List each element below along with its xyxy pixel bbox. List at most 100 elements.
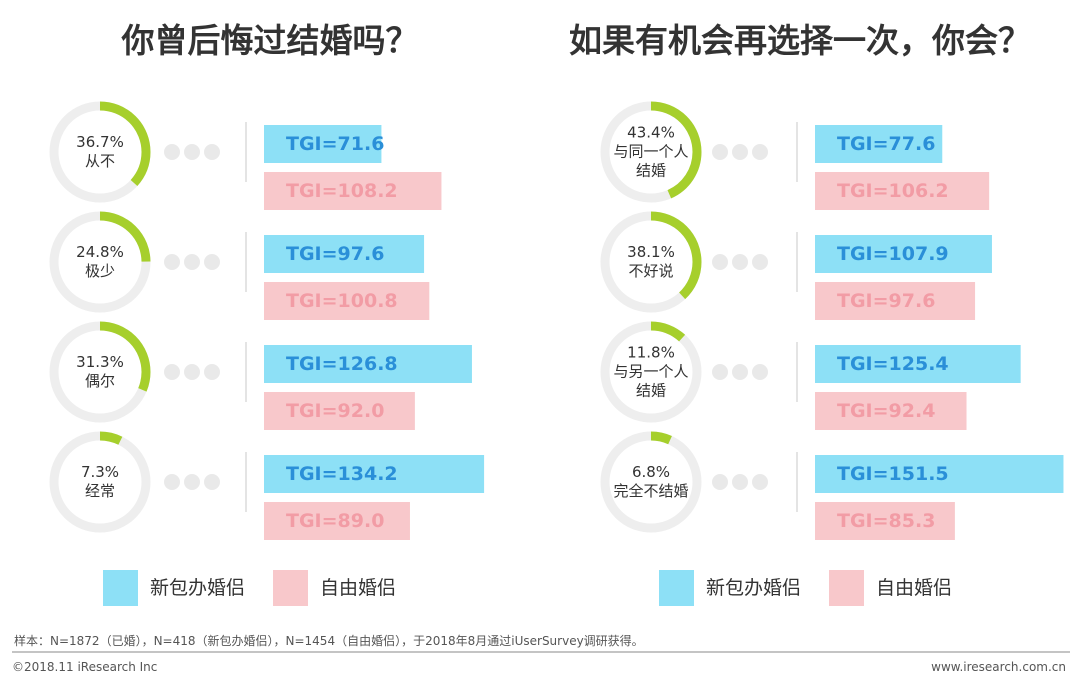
- share-label: 6.8%: [631, 463, 671, 481]
- dot: [204, 144, 220, 160]
- bar: [815, 235, 992, 273]
- bar: [815, 455, 1064, 493]
- donut-arc: [600, 101, 702, 203]
- dot: [184, 144, 200, 160]
- bar: [815, 502, 955, 540]
- share-label: 36.7%: [76, 133, 124, 151]
- bar: [264, 392, 415, 430]
- bar: [815, 172, 990, 210]
- bar: [264, 235, 425, 273]
- category-label: 从不: [84, 152, 115, 170]
- category-label: 与另一个人结婚: [613, 362, 689, 400]
- dot: [732, 474, 748, 490]
- legend-swatch: [829, 570, 864, 606]
- bar-label: TGI=107.9: [837, 243, 949, 265]
- dot: [732, 254, 748, 270]
- category-label: 不好说: [628, 262, 674, 280]
- bar: [815, 125, 943, 163]
- dot: [752, 364, 768, 380]
- bar-label: TGI=92.4: [837, 400, 936, 422]
- donut-text: 36.7% 从不: [60, 133, 140, 171]
- share-label: 11.8%: [627, 343, 675, 362]
- donut-arc: [600, 431, 702, 533]
- legend-label: 新包办婚侣: [150, 577, 246, 599]
- category-label: 极少: [84, 262, 115, 280]
- bar: [815, 282, 976, 320]
- dot: [752, 474, 768, 490]
- bar-label: TGI=85.3: [837, 510, 936, 532]
- share-label: 7.3%: [80, 463, 120, 481]
- bar-label: TGI=97.6: [286, 243, 385, 265]
- footnote: 样本：N=1872（已婚），N=418（新包办婚侣），N=1454（自由婚侣），…: [14, 634, 644, 648]
- category-label: 与同一个人结婚: [613, 142, 689, 180]
- dot: [164, 254, 180, 270]
- share-label: 31.3%: [76, 353, 124, 371]
- donut-arc: [49, 211, 151, 313]
- bar-label: TGI=100.8: [286, 290, 398, 312]
- legend-swatch: [273, 570, 308, 606]
- chart-title: 你曾后悔过结婚吗？: [121, 21, 419, 60]
- category-label: 偶尔: [84, 372, 115, 390]
- bar: [264, 172, 442, 210]
- dot: [752, 254, 768, 270]
- share-label: 38.1%: [627, 243, 675, 261]
- bar-label: TGI=97.6: [837, 290, 936, 312]
- donut-arc: [49, 101, 151, 203]
- website: www.iresearch.com.cn: [931, 660, 1066, 674]
- dot: [184, 474, 200, 490]
- bar-label: TGI=71.6: [286, 133, 385, 155]
- category-label: 完全不结婚: [613, 482, 689, 500]
- dot: [204, 364, 220, 380]
- donut-text: 11.8% 与另一个人结婚: [611, 344, 691, 401]
- bar-label: TGI=134.2: [286, 463, 398, 485]
- bar-label: TGI=77.6: [837, 133, 936, 155]
- bar: [264, 345, 472, 383]
- donut-arc: [600, 321, 702, 423]
- donut-text: 31.3% 偶尔: [60, 353, 140, 391]
- bar-label: TGI=106.2: [837, 180, 949, 202]
- bar: [815, 392, 967, 430]
- donut-text: 43.4% 与同一个人结婚: [611, 124, 691, 181]
- dot: [732, 144, 748, 160]
- dot: [184, 254, 200, 270]
- dot: [712, 254, 728, 270]
- bar: [815, 345, 1021, 383]
- dot: [752, 144, 768, 160]
- dot: [164, 144, 180, 160]
- share-label: 43.4%: [627, 123, 675, 142]
- bar-label: TGI=125.4: [837, 353, 949, 375]
- chart-title: 如果有机会再选择一次，你会？: [569, 21, 1031, 60]
- donut-arc: [49, 321, 151, 423]
- dot: [712, 474, 728, 490]
- donut-arc: [49, 431, 151, 533]
- donut-arc: [600, 211, 702, 313]
- dot: [164, 474, 180, 490]
- legend-label: 新包办婚侣: [706, 577, 802, 599]
- bar-label: TGI=126.8: [286, 353, 398, 375]
- dot: [204, 474, 220, 490]
- bar-label: TGI=92.0: [286, 400, 385, 422]
- donut-text: 6.8% 完全不结婚: [611, 463, 691, 501]
- legend-swatch: [103, 570, 138, 606]
- category-label: 经常: [84, 482, 115, 500]
- bar: [264, 502, 410, 540]
- legend-label: 自由婚侣: [876, 577, 953, 599]
- legend-swatch: [659, 570, 694, 606]
- donut-text: 7.3% 经常: [60, 463, 140, 501]
- dot: [712, 144, 728, 160]
- copyright: ©2018.11 iResearch Inc: [12, 660, 158, 674]
- dot: [712, 364, 728, 380]
- bar: [264, 282, 430, 320]
- legend-label: 自由婚侣: [320, 577, 397, 599]
- bar-label: TGI=151.5: [837, 463, 949, 485]
- bar-label: TGI=108.2: [286, 180, 398, 202]
- bar-label: TGI=89.0: [286, 510, 385, 532]
- dot: [204, 254, 220, 270]
- dot: [732, 364, 748, 380]
- donut-text: 38.1% 不好说: [611, 243, 691, 281]
- bar: [264, 125, 382, 163]
- donut-text: 24.8% 极少: [60, 243, 140, 281]
- share-label: 24.8%: [76, 243, 124, 261]
